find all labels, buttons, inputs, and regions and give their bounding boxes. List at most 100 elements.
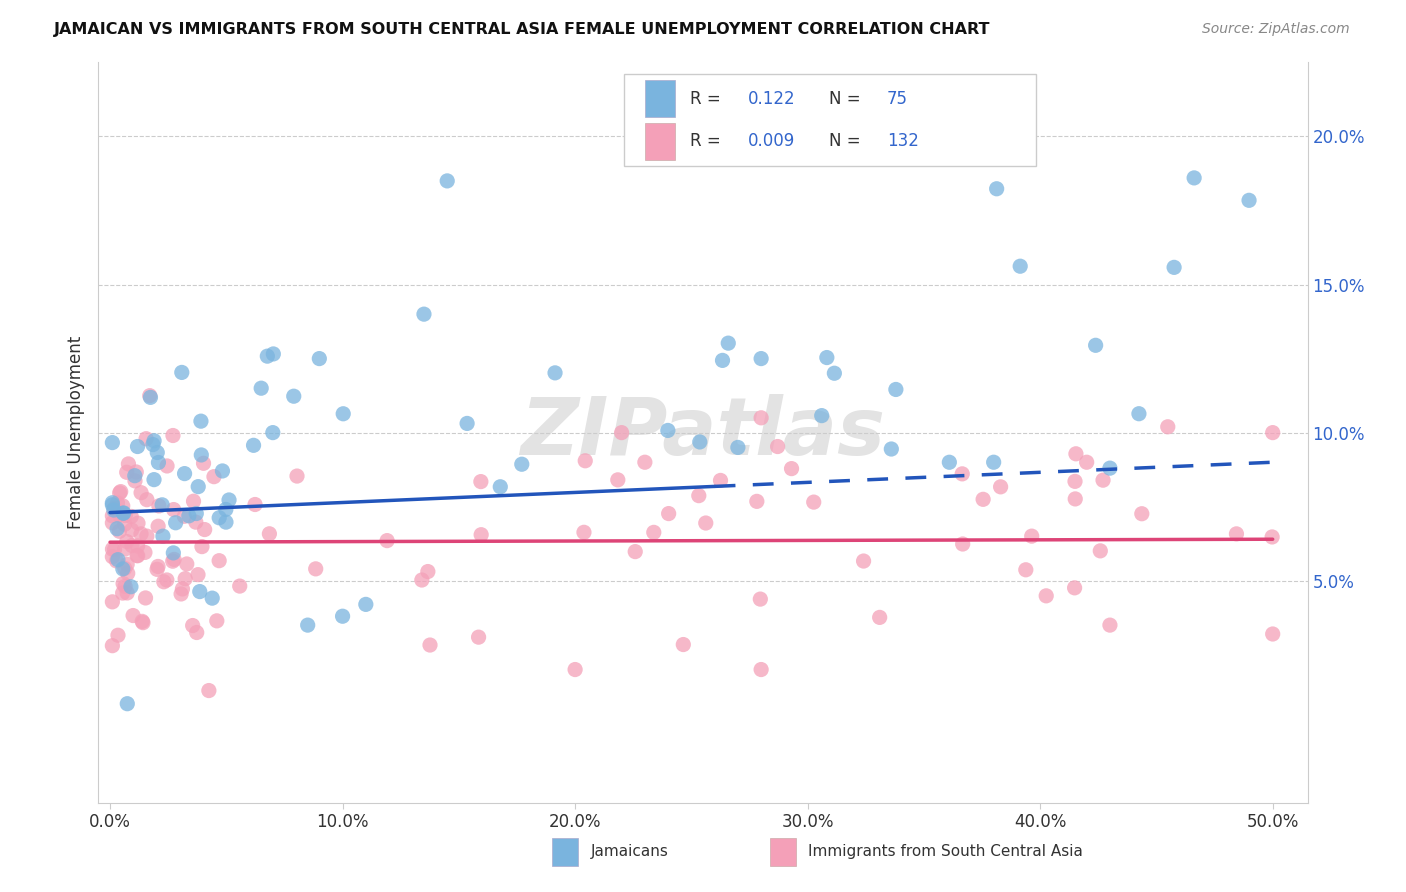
Text: 0.122: 0.122 — [748, 89, 796, 108]
Point — [1261, 530, 1284, 544]
Point — [112, 506, 135, 520]
Point — [470, 475, 492, 489]
Point — [134, 545, 156, 559]
Point — [1130, 507, 1153, 521]
Point — [115, 534, 138, 549]
Point — [256, 349, 278, 363]
Point — [186, 507, 208, 521]
Point — [122, 608, 145, 623]
Point — [114, 579, 136, 593]
FancyBboxPatch shape — [624, 73, 1035, 166]
Point — [1182, 170, 1205, 185]
Point — [117, 457, 139, 471]
Point — [766, 440, 789, 454]
Point — [208, 554, 231, 568]
Point — [308, 351, 330, 366]
Text: 132: 132 — [887, 132, 918, 150]
Point — [243, 498, 266, 512]
Point — [852, 554, 875, 568]
Point — [163, 502, 186, 516]
Point — [332, 407, 354, 421]
Point — [419, 638, 441, 652]
Point — [162, 546, 184, 560]
Point — [129, 527, 152, 541]
Point — [1063, 581, 1085, 595]
Point — [135, 432, 157, 446]
Point — [101, 542, 124, 557]
Point — [1098, 461, 1121, 475]
Point — [124, 474, 146, 488]
Text: Immigrants from South Central Asia: Immigrants from South Central Asia — [808, 844, 1083, 859]
Point — [127, 549, 149, 563]
Point — [1076, 455, 1098, 469]
Point — [709, 474, 731, 488]
Point — [112, 576, 135, 591]
Point — [156, 458, 179, 473]
Point — [108, 508, 131, 522]
Point — [135, 492, 157, 507]
Point — [150, 498, 173, 512]
FancyBboxPatch shape — [551, 838, 578, 866]
Point — [105, 554, 128, 568]
Point — [194, 523, 217, 537]
Point — [658, 507, 681, 521]
Point — [131, 615, 153, 629]
Point — [114, 542, 136, 557]
Point — [285, 469, 308, 483]
Point — [259, 526, 281, 541]
Point — [117, 566, 139, 581]
Point — [101, 595, 124, 609]
Point — [190, 414, 212, 428]
Point — [1084, 338, 1107, 352]
Point — [564, 663, 586, 677]
Point — [153, 574, 176, 589]
Point — [146, 519, 169, 533]
Point — [803, 495, 825, 509]
Point — [148, 499, 170, 513]
Point — [127, 516, 149, 531]
Text: R =: R = — [690, 89, 725, 108]
Point — [1015, 563, 1038, 577]
Point — [1225, 527, 1247, 541]
Text: JAMAICAN VS IMMIGRANTS FROM SOUTH CENTRAL ASIA FEMALE UNEMPLOYMENT CORRELATION C: JAMAICAN VS IMMIGRANTS FROM SOUTH CENTRA… — [53, 22, 990, 37]
Point — [162, 554, 184, 568]
Point — [107, 628, 129, 642]
Point — [114, 508, 136, 523]
Point — [139, 389, 162, 403]
Point — [103, 501, 125, 516]
Point — [411, 573, 433, 587]
Point — [146, 445, 169, 459]
Point — [375, 533, 398, 548]
Text: ZIPatlas: ZIPatlas — [520, 393, 886, 472]
Point — [952, 537, 974, 551]
Point — [127, 440, 149, 454]
Point — [107, 496, 129, 510]
Point — [624, 544, 647, 558]
Point — [1163, 260, 1185, 275]
Point — [218, 493, 240, 508]
Point — [1064, 475, 1087, 489]
Point — [101, 639, 124, 653]
Point — [103, 542, 125, 557]
Point — [120, 509, 142, 524]
Point — [711, 353, 734, 368]
Point — [672, 638, 695, 652]
Point — [297, 618, 319, 632]
Point — [510, 457, 533, 471]
Point — [610, 425, 633, 440]
Point — [108, 524, 131, 539]
Point — [101, 516, 124, 530]
Point — [187, 567, 209, 582]
Point — [111, 586, 134, 600]
Point — [202, 469, 225, 483]
Point — [332, 609, 354, 624]
Point — [111, 499, 134, 513]
Point — [101, 496, 124, 510]
Point — [749, 351, 772, 366]
Point — [544, 366, 567, 380]
Text: N =: N = — [828, 132, 866, 150]
Point — [186, 625, 208, 640]
Point — [177, 508, 200, 523]
Point — [470, 527, 492, 541]
Point — [489, 480, 512, 494]
